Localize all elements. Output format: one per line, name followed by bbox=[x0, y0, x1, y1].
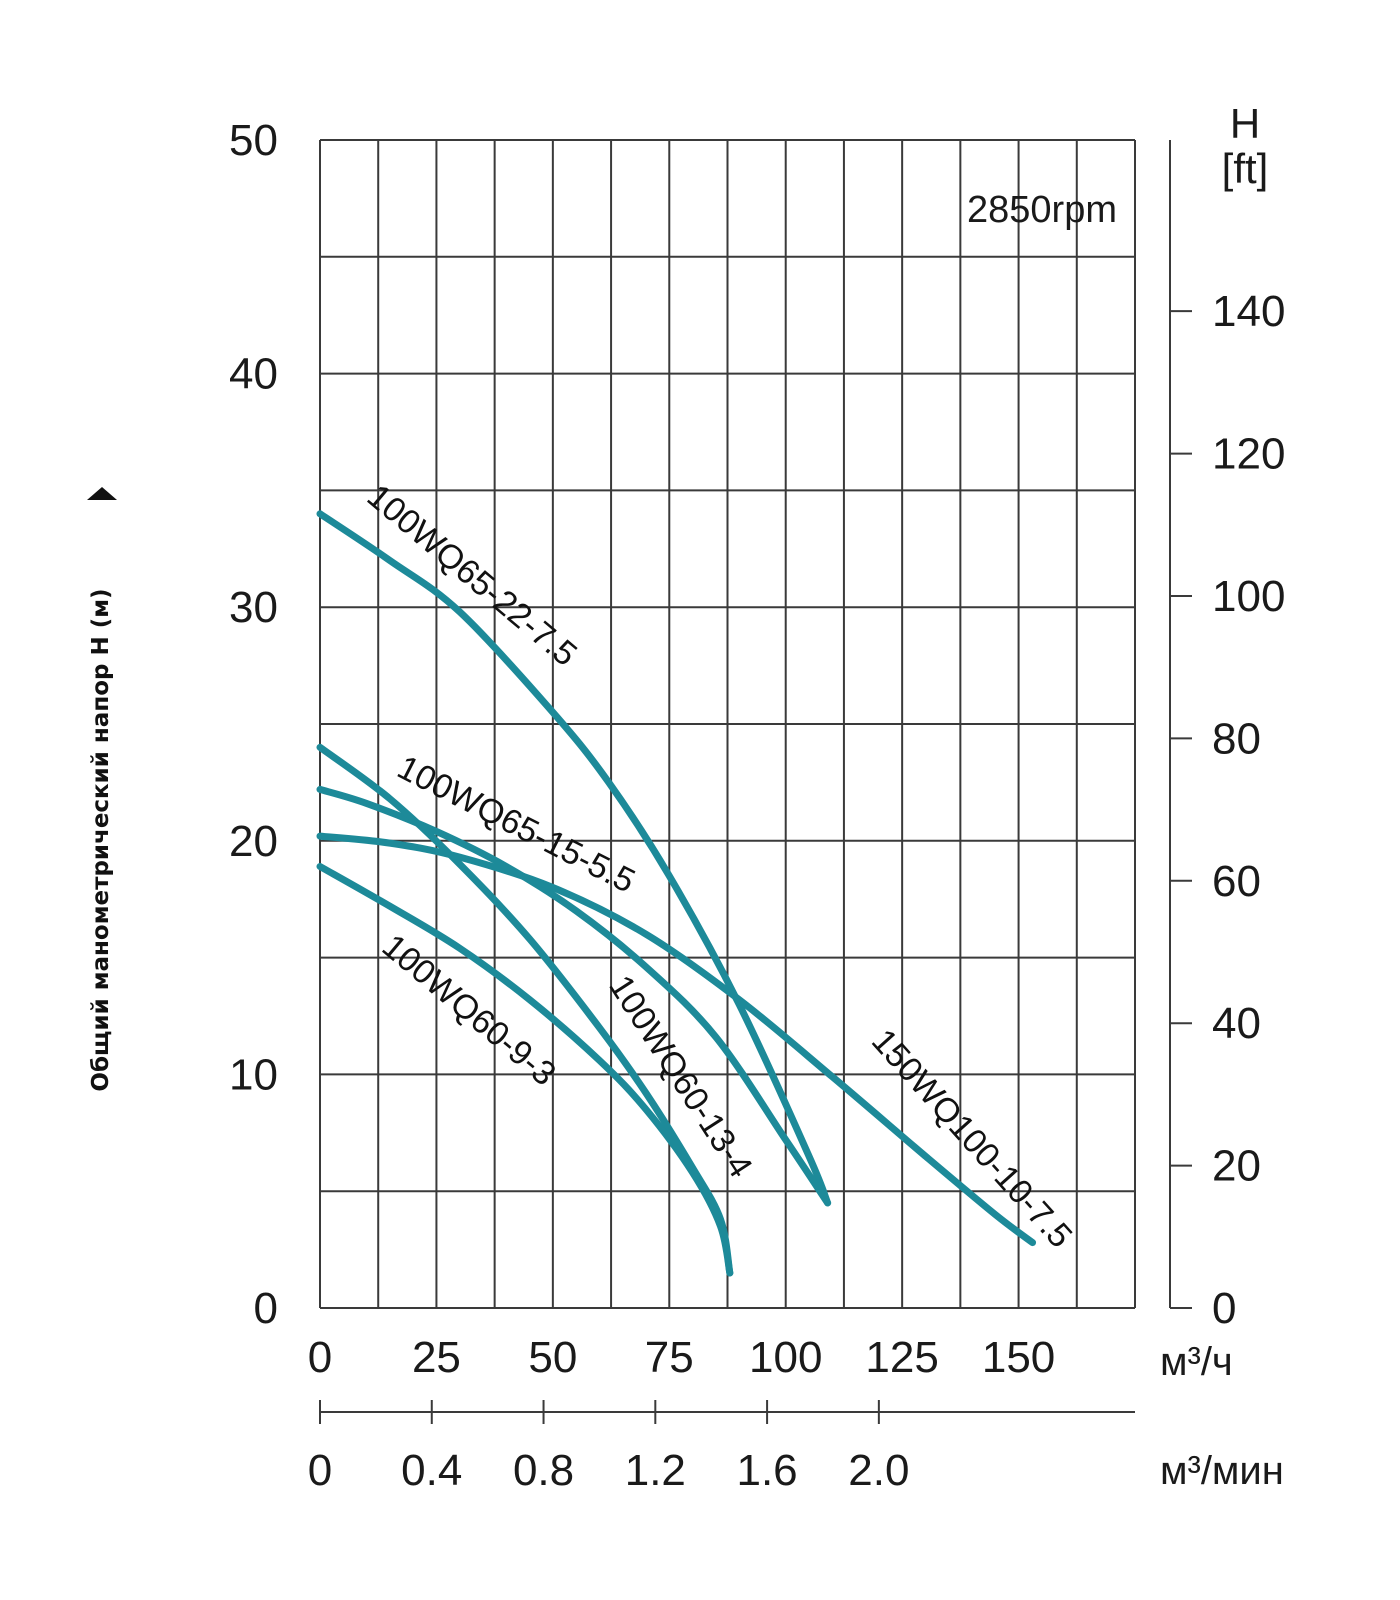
x-tick-label: 75 bbox=[645, 1333, 694, 1382]
x-minute-tick-label: 0.8 bbox=[513, 1446, 574, 1495]
x-tick-label: 25 bbox=[412, 1333, 461, 1382]
y-ft-tick-label: 140 bbox=[1212, 287, 1285, 336]
rpm-annotation: 2850rpm bbox=[967, 189, 1117, 231]
x-minute-tick-label: 0.4 bbox=[401, 1446, 462, 1495]
curve-100wq65-15-5_5 bbox=[316, 785, 832, 1207]
curve-100wq60-9-3 bbox=[316, 862, 734, 1277]
x-tick-label: 0 bbox=[308, 1333, 332, 1382]
curve-label: 100WQ65-22-7.5 bbox=[360, 477, 584, 674]
y-ft-tick-label: 0 bbox=[1212, 1284, 1236, 1333]
x-tick-label: 50 bbox=[528, 1333, 577, 1382]
curve-label: 150WQ100-10-7.5 bbox=[864, 1022, 1079, 1255]
y-ft-tick-label: 60 bbox=[1212, 857, 1261, 906]
y-ft-tick-label: 80 bbox=[1212, 714, 1261, 763]
x-minute-tick-label: 1.2 bbox=[625, 1446, 686, 1495]
y-tick-label: 30 bbox=[229, 583, 278, 632]
y-tick-label: 50 bbox=[229, 116, 278, 165]
x-axis-unit-hour: м³/ч bbox=[1160, 1340, 1233, 1384]
x-tick-label: 150 bbox=[982, 1333, 1055, 1382]
curve-labels: 100WQ65-22-7.5100WQ65-15-5.5100WQ60-13-4… bbox=[360, 477, 1080, 1255]
y-ft-tick-label: 40 bbox=[1212, 999, 1261, 1048]
right-axis-title-ft: [ft] bbox=[1222, 145, 1269, 192]
x-minute-tick-label: 2.0 bbox=[848, 1446, 909, 1495]
x-minute-tick-label: 0 bbox=[308, 1446, 332, 1495]
pump-curves bbox=[316, 510, 1037, 1277]
y-axis-title: Общий манометрический напор H (м) bbox=[88, 588, 114, 1091]
y-tick-label: 20 bbox=[229, 817, 278, 866]
y-ft-tick-label: 100 bbox=[1212, 572, 1285, 621]
y-tick-label: 10 bbox=[229, 1050, 278, 1099]
x-minute-tick-label: 1.6 bbox=[736, 1446, 797, 1495]
y-ft-tick-label: 120 bbox=[1212, 430, 1285, 479]
y-tick-label: 0 bbox=[254, 1284, 278, 1333]
curve-100wq65-22-7_5 bbox=[316, 510, 832, 1207]
x-tick-label: 100 bbox=[749, 1333, 822, 1382]
chart-axes: 0 10 20 30 40 50 0 20 40 60 80 100 120 140 0 25 50 75 100 1… bbox=[229, 116, 1285, 1495]
chart-grid bbox=[319, 139, 1136, 1309]
curve-150wq100-10-7_5 bbox=[316, 832, 1037, 1247]
y-tick-label: 40 bbox=[229, 350, 278, 399]
right-axis-title-h: H bbox=[1230, 100, 1260, 147]
x-tick-label: 125 bbox=[865, 1333, 938, 1382]
y-ft-tick-label: 20 bbox=[1212, 1142, 1261, 1191]
x-axis-unit-minute: м³/мин bbox=[1160, 1449, 1284, 1493]
y-axis-arrow-icon bbox=[87, 487, 117, 500]
